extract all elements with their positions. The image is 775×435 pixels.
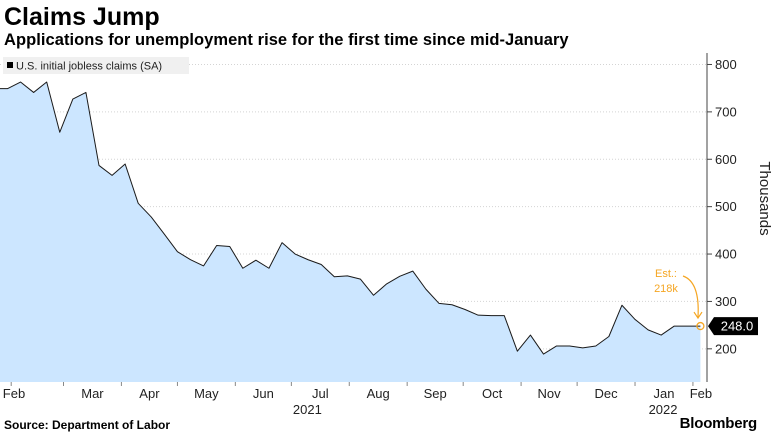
y-tick-label: 700: [715, 104, 737, 119]
x-tick-label: May: [194, 386, 219, 401]
annotation-arrow: [682, 275, 699, 318]
y-tick-label: 500: [715, 199, 737, 214]
annotation-layer: Est.: 218k 248.0: [654, 268, 758, 336]
x-tick-label: Nov: [538, 386, 562, 401]
y-tick-label: 300: [715, 294, 737, 309]
x-tick-label: Apr: [139, 386, 160, 401]
x-tick-label: Jul: [312, 386, 329, 401]
x-tick-label: Oct: [482, 386, 503, 401]
annotation-label-2: 218k: [654, 283, 678, 295]
source-note: Source: Department of Labor: [4, 418, 171, 432]
x-tick-label: Feb: [690, 386, 712, 401]
year-label: 2022: [649, 402, 678, 417]
x-tick-label: Aug: [367, 386, 390, 401]
last-value-label: 248.0: [721, 319, 754, 334]
chart-subtitle: Applications for unemployment rise for t…: [4, 31, 569, 49]
y-tick-label: 400: [715, 247, 737, 262]
y-axis-label: Thousands: [756, 161, 773, 235]
annotation-label-1: Est.:: [655, 268, 677, 280]
x-tick-label: Jun: [253, 386, 274, 401]
legend-swatch: [7, 62, 13, 68]
x-tick-label: Feb: [3, 386, 25, 401]
series-area: [0, 82, 701, 382]
x-tick-label: Sep: [424, 386, 447, 401]
chart-title: Claims Jump: [4, 3, 160, 31]
x-tick-label: Dec: [595, 386, 619, 401]
x-tick-label: Mar: [81, 386, 104, 401]
legend-box: [3, 57, 189, 74]
y-tick-label: 600: [715, 152, 737, 167]
y-tick-label: 200: [715, 341, 737, 356]
annotation-marker: [696, 321, 705, 331]
last-value-badge: [708, 317, 758, 336]
annotation-arrowhead: [693, 311, 703, 320]
x-tick-label: Jan: [653, 386, 674, 401]
y-tick-label: 800: [715, 57, 737, 72]
bloomberg-logo: Bloomberg: [679, 415, 758, 432]
legend-layer: U.S. initial jobless claims (SA): [3, 57, 189, 74]
legend-label: U.S. initial jobless claims (SA): [16, 61, 162, 73]
series-line: [0, 81, 701, 355]
year-label: 2021: [293, 402, 322, 417]
area-layer: [0, 81, 701, 382]
axis-layer: 200 300 400 500 600 700 800 Thousands Feb Mar Apr M…: [3, 53, 773, 417]
